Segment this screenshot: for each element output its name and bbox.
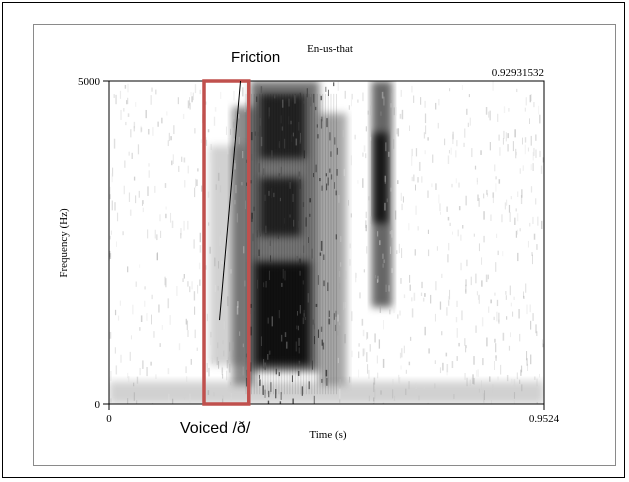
energy-region bbox=[109, 381, 544, 404]
y-tick-label-bottom: 0 bbox=[95, 399, 101, 411]
energy-region bbox=[373, 132, 388, 224]
energy-region bbox=[209, 145, 247, 366]
voiced-label: Voiced /ð/ bbox=[180, 420, 251, 437]
energy-region bbox=[255, 261, 310, 366]
friction-label: Friction bbox=[231, 49, 280, 66]
spectrogram-panel bbox=[33, 24, 616, 466]
figure-frame bbox=[2, 2, 625, 478]
cursor-time-label: 0.92931532 bbox=[492, 67, 544, 79]
x-tick-label-left: 0 bbox=[106, 413, 112, 425]
friction-pointer-line bbox=[219, 80, 242, 321]
plot-border bbox=[108, 80, 545, 405]
energy-region bbox=[319, 113, 347, 385]
y-tick-label-top: 5000 bbox=[78, 76, 101, 88]
chart-title: En-us-that bbox=[307, 43, 353, 55]
x-tick-label-right: 0.9524 bbox=[529, 413, 560, 425]
spectrogram-energy bbox=[109, 81, 544, 404]
voiced-region-box bbox=[202, 79, 251, 406]
y-axis-label: Frequency (Hz) bbox=[58, 208, 70, 278]
x-axis-label: Time (s) bbox=[309, 429, 347, 441]
